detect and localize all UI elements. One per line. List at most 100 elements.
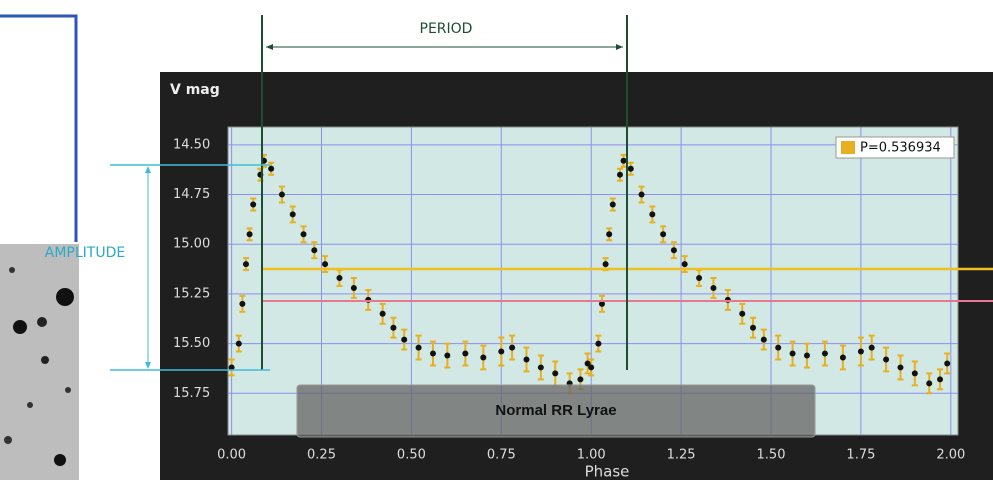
data-point xyxy=(857,348,864,355)
data-point xyxy=(350,284,357,291)
data-point xyxy=(911,370,918,377)
data-point xyxy=(883,356,890,363)
star xyxy=(65,387,71,393)
x-tick-label: 0.75 xyxy=(487,448,516,463)
data-point xyxy=(462,350,469,357)
y-tick-label: 15.50 xyxy=(173,336,210,351)
data-point xyxy=(760,336,767,343)
data-point xyxy=(803,352,810,359)
data-point xyxy=(602,261,609,268)
x-axis-label: Phase xyxy=(585,463,630,480)
data-point xyxy=(606,231,613,238)
y-axis-label: V mag xyxy=(170,82,220,98)
data-point xyxy=(750,324,757,331)
data-point xyxy=(390,324,397,331)
image-frame xyxy=(0,14,78,242)
data-point xyxy=(839,354,846,361)
data-marks xyxy=(228,153,951,395)
y-tick-label: 15.00 xyxy=(173,237,210,252)
star xyxy=(41,356,49,364)
legend-swatch xyxy=(841,141,855,154)
star-field xyxy=(0,244,79,480)
data-point xyxy=(616,171,623,178)
data-point xyxy=(235,340,242,347)
star xyxy=(9,267,15,273)
data-point xyxy=(401,336,408,343)
data-point xyxy=(588,364,595,371)
data-point xyxy=(300,231,307,238)
star xyxy=(54,454,66,466)
data-point xyxy=(289,211,296,218)
star xyxy=(27,402,33,408)
grid: 14.50 14.75 15.00 15.25 15.50 15.75 0.00 0.25 0.… xyxy=(173,127,965,463)
label-box xyxy=(296,384,816,438)
data-point xyxy=(598,300,605,307)
data-point xyxy=(627,165,634,172)
data-point xyxy=(322,261,329,268)
data-point xyxy=(552,370,559,377)
data-point xyxy=(789,350,796,357)
x-tick-label: 1.75 xyxy=(846,448,875,463)
data-point xyxy=(498,348,505,355)
x-tick-label: 2.00 xyxy=(936,448,965,463)
box-label: Normal RR Lyrae xyxy=(495,402,616,419)
data-point xyxy=(620,157,627,164)
data-point xyxy=(509,344,516,351)
star xyxy=(37,317,47,327)
data-point xyxy=(696,275,703,282)
data-point xyxy=(444,352,451,359)
legend-label: P=0.536934 xyxy=(860,141,941,156)
data-point xyxy=(609,201,616,208)
data-point xyxy=(775,344,782,351)
data-point xyxy=(681,261,688,268)
data-point xyxy=(523,356,530,363)
data-point xyxy=(868,344,875,351)
data-point xyxy=(584,360,591,367)
data-point xyxy=(268,165,275,172)
x-tick-label: 1.00 xyxy=(577,448,606,463)
data-point xyxy=(379,310,386,317)
data-point xyxy=(649,211,656,218)
x-tick-label: 1.25 xyxy=(667,448,696,463)
data-point xyxy=(336,275,343,282)
data-point xyxy=(710,284,717,291)
data-point xyxy=(926,380,933,387)
data-point xyxy=(739,310,746,317)
x-tick-label: 0.50 xyxy=(397,448,426,463)
data-point xyxy=(228,364,235,371)
data-point xyxy=(429,350,436,357)
data-point xyxy=(638,191,645,198)
y-tick-label: 14.50 xyxy=(173,137,210,152)
data-point xyxy=(595,340,602,347)
data-point xyxy=(311,247,318,254)
x-tick-label: 0.25 xyxy=(307,448,336,463)
y-tick-label: 15.75 xyxy=(173,386,210,401)
data-point xyxy=(670,247,677,254)
data-point xyxy=(242,261,249,268)
plot-area xyxy=(227,126,959,436)
y-tick-label: 15.25 xyxy=(173,286,210,301)
data-point xyxy=(480,354,487,361)
data-point xyxy=(278,191,285,198)
amplitude-label: AMPLITUDE xyxy=(45,245,125,261)
x-tick-label: 0.00 xyxy=(217,448,246,463)
data-point xyxy=(250,201,257,208)
x-tick-label: 1.50 xyxy=(757,448,786,463)
period-label: PERIOD xyxy=(420,21,473,37)
data-point xyxy=(897,364,904,371)
data-point xyxy=(944,360,951,367)
data-point xyxy=(660,231,667,238)
legend xyxy=(835,136,955,159)
star xyxy=(56,288,74,306)
data-point xyxy=(821,350,828,357)
y-tick-label: 14.75 xyxy=(173,187,210,202)
star xyxy=(4,436,12,444)
data-point xyxy=(246,231,253,238)
star xyxy=(13,320,27,334)
star-image xyxy=(0,14,79,480)
data-point xyxy=(577,376,584,383)
data-point xyxy=(937,376,944,383)
data-point xyxy=(537,364,544,371)
data-point xyxy=(239,300,246,307)
